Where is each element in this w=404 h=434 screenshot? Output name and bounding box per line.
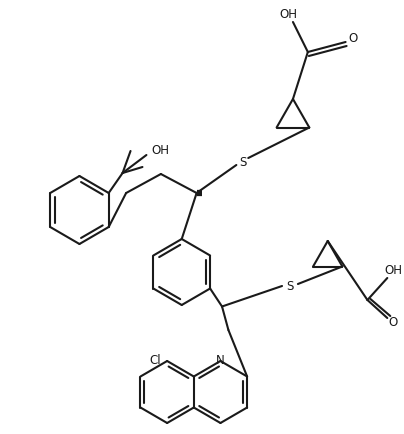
Text: N: N [216,354,225,366]
Text: OH: OH [152,145,169,158]
Text: S: S [240,155,247,168]
Text: OH: OH [279,7,297,20]
Text: O: O [348,32,357,45]
Text: OH: OH [384,263,402,276]
Text: S: S [286,279,294,293]
Text: O: O [389,316,398,329]
Text: Cl: Cl [149,355,161,368]
